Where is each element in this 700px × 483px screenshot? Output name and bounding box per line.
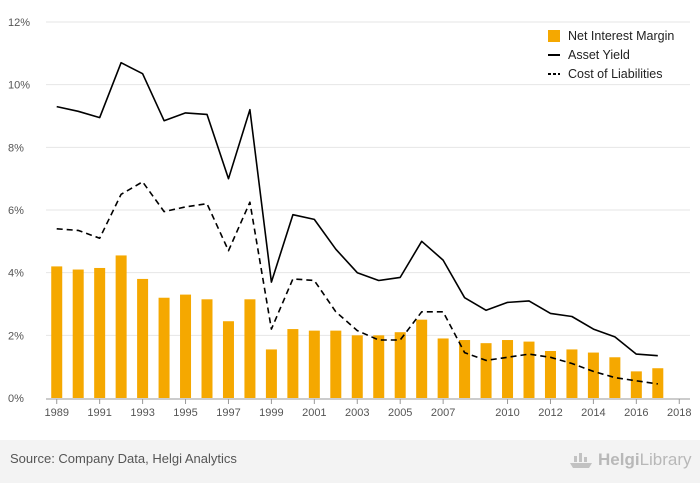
y-tick-label: 8% — [8, 142, 24, 154]
line-series — [56, 61, 658, 385]
x-tick-label: 2007 — [431, 407, 455, 419]
bar — [480, 343, 492, 398]
brand-name-part1: Helgi — [598, 450, 640, 469]
bar — [609, 357, 621, 398]
bar — [201, 299, 213, 398]
y-tick-label: 12% — [8, 17, 30, 29]
legend-label: Asset Yield — [568, 48, 630, 62]
cost-of-liabilities-line — [56, 181, 658, 385]
y-axis: 0% 2% 4% 6% 8% 10% 12% — [8, 17, 30, 405]
bar — [394, 332, 406, 398]
ship-icon — [570, 453, 592, 468]
bar — [94, 267, 106, 398]
bar — [330, 330, 342, 398]
bar — [115, 255, 127, 398]
bar — [502, 340, 514, 398]
bar — [459, 340, 471, 398]
x-tick-label: 2005 — [388, 407, 412, 419]
bar — [244, 299, 256, 398]
bar — [308, 330, 320, 398]
brand-name: HelgiLibrary — [598, 450, 692, 470]
grid — [46, 21, 690, 336]
y-tick-label: 10% — [8, 80, 30, 92]
x-tick-label: 2001 — [302, 407, 326, 419]
bar — [158, 297, 170, 398]
x-tick-label: 1989 — [44, 407, 68, 419]
x-tick-label: 1995 — [173, 407, 197, 419]
legend-label: Cost of Liabilities — [568, 67, 663, 81]
x-tick-label: 2016 — [624, 407, 648, 419]
bar-series — [51, 255, 664, 398]
bar — [180, 294, 192, 398]
chart: 0% 2% 4% 6% 8% 10% 12% 1989 1991 1993 1995 1997 199… — [8, 17, 692, 419]
x-tick-label: 2018 — [667, 407, 691, 419]
bar — [587, 352, 599, 398]
bar — [566, 349, 578, 398]
y-tick-label: 0% — [8, 393, 24, 405]
x-axis: 1989 1991 1993 1995 1997 1999 2001 2003 2005 2007… — [44, 398, 692, 419]
bar — [630, 371, 642, 398]
bar — [523, 341, 535, 398]
x-tick-label: 2003 — [345, 407, 369, 419]
x-tick-label: 2010 — [495, 407, 519, 419]
x-tick-label: 1997 — [216, 407, 240, 419]
footer-bar — [0, 440, 700, 483]
bar — [222, 321, 234, 398]
x-tick-label: 1993 — [130, 407, 154, 419]
y-tick-label: 2% — [8, 330, 24, 342]
x-tick-label: 2014 — [581, 407, 605, 419]
brand-name-part2: Library — [639, 450, 692, 469]
legend-swatch-bar — [548, 30, 560, 42]
legend: Net Interest Margin Asset Yield Cost of Li… — [548, 29, 674, 81]
bar — [416, 319, 428, 398]
x-tick-label: 1999 — [259, 407, 283, 419]
bar — [437, 338, 449, 398]
y-tick-label: 4% — [8, 268, 24, 280]
x-tick-label: 2012 — [538, 407, 562, 419]
bar — [544, 351, 556, 398]
bar — [373, 335, 385, 398]
bar — [51, 266, 63, 398]
bar — [265, 349, 277, 398]
bar — [351, 335, 363, 398]
y-tick-label: 6% — [8, 205, 24, 217]
bar — [72, 269, 84, 398]
bar — [287, 329, 299, 398]
bar — [137, 278, 149, 398]
legend-label: Net Interest Margin — [568, 29, 674, 43]
x-tick-label: 1991 — [87, 407, 111, 419]
asset-yield-line — [56, 61, 658, 357]
source-note: Source: Company Data, Helgi Analytics — [10, 451, 237, 466]
brand-logo: HelgiLibrary — [568, 449, 692, 471]
